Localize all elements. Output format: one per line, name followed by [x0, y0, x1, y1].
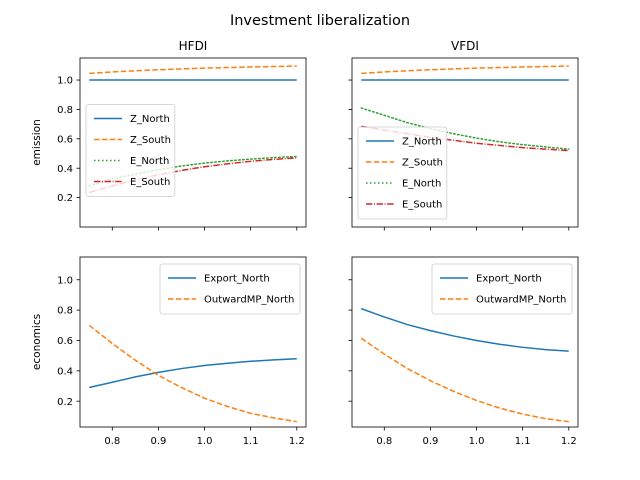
hfdi-economics-ytick-label: 0.8 [57, 306, 73, 317]
vfdi-economics-legend-label: OutwardMP_North [476, 295, 566, 306]
hfdi-economics-ytick-label: 0.2 [57, 397, 73, 408]
vfdi-economics-xtick-label: 1.1 [515, 436, 531, 447]
vfdi-emission-legend: Z_North Z_South E_North E_South [357, 126, 448, 220]
vfdi-emission-legend-label: Z_North [402, 137, 442, 148]
vfdi-economics-xtick-label: 1.0 [469, 436, 485, 447]
hfdi-economics-legend-box [159, 263, 301, 315]
hfdi-economics-xtick-label: 0.8 [104, 436, 120, 447]
hfdi-emission-legend-label: E_South [130, 177, 170, 188]
hfdi-economics-legend-label: OutwardMP_North [204, 295, 294, 306]
vfdi-economics-axes: 0.8 0.9 1.0 1.1 1.2 Export_North OutwardMP_Nor… [348, 256, 579, 447]
hfdi-emission-legend-box [85, 104, 176, 197]
vfdi-economics-xtick-label: 1.2 [561, 436, 577, 447]
hfdi-emission-ytick-label: 0.6 [57, 134, 73, 145]
hfdi-emission-line-z-south [89, 65, 297, 75]
hfdi-economics-xtick-label: 1.0 [197, 436, 213, 447]
hfdi-emission-ylabel: emission [31, 119, 43, 166]
hfdi-emission-legend-label: Z_North [130, 114, 170, 125]
hfdi-economics-axes: 0.8 0.9 1.0 1.1 1.2 0.2 0.4 0.6 0.8 1.0 economics E… [31, 256, 307, 447]
vfdi-emission-legend-label: E_North [402, 179, 441, 190]
hfdi-economics-legend: Export_North OutwardMP_North [159, 263, 301, 315]
hfdi-emission-ytick-label: 0.2 [57, 193, 73, 204]
hfdi-economics-xtick-label: 0.9 [150, 436, 166, 447]
hfdi-economics-line-export-north [89, 357, 297, 389]
vfdi-emission-line-e-north [360, 107, 570, 150]
hfdi-emission-ytick-label: 1.0 [57, 76, 73, 87]
vfdi-emission-frame [351, 57, 579, 228]
vfdi-economics-frame [351, 256, 579, 428]
hfdi-emission-legend-label: E_North [130, 156, 169, 167]
hfdi-economics-line-outwardmp-north [88, 324, 297, 423]
hfdi-economics-ytick-label: 1.0 [57, 275, 73, 286]
hfdi-emission-ytick-label: 0.8 [57, 105, 73, 116]
vfdi-emission-legend-label: E_South [402, 200, 442, 211]
vfdi-emission-title: VFDI [451, 39, 479, 53]
hfdi-economics-xtick-label: 1.2 [289, 436, 305, 447]
hfdi-economics-ytick-label: 0.4 [57, 366, 73, 377]
vfdi-economics-xtick-label: 0.9 [422, 436, 438, 447]
vfdi-emission-axes: VFDI Z_North Z_South E_North E_South [348, 39, 579, 231]
hfdi-emission-axes: 0.2 0.4 0.6 0.8 1.0 HFDI emission Z_North Z_Sout… [31, 39, 307, 231]
hfdi-economics-ylabel: economics [31, 314, 43, 370]
hfdi-emission-legend-label: Z_South [130, 135, 171, 146]
vfdi-economics-legend: Export_North OutwardMP_North [431, 263, 573, 315]
hfdi-economics-xtick-label: 1.1 [243, 436, 259, 447]
hfdi-economics-legend-label: Export_North [204, 274, 270, 285]
hfdi-economics-frame [79, 256, 307, 428]
hfdi-emission-title: HFDI [179, 39, 208, 53]
figure-title: Investment liberalization [230, 13, 410, 29]
vfdi-emission-legend-label: Z_South [402, 158, 443, 169]
vfdi-economics-legend-box [431, 263, 573, 315]
vfdi-economics-legend-label: Export_North [476, 274, 542, 285]
hfdi-emission-legend: Z_North Z_South E_North E_South [85, 104, 176, 197]
vfdi-economics-line-outwardmp-north [360, 337, 569, 423]
vfdi-emission-line-z-south [361, 65, 569, 75]
hfdi-emission-ytick-label: 0.4 [57, 164, 73, 175]
vfdi-emission-legend-box [357, 126, 448, 220]
hfdi-economics-ytick-label: 0.6 [57, 336, 73, 347]
vfdi-economics-line-export-north [360, 307, 569, 352]
hfdi-emission-frame [79, 57, 307, 228]
vfdi-economics-xtick-label: 0.8 [376, 436, 392, 447]
